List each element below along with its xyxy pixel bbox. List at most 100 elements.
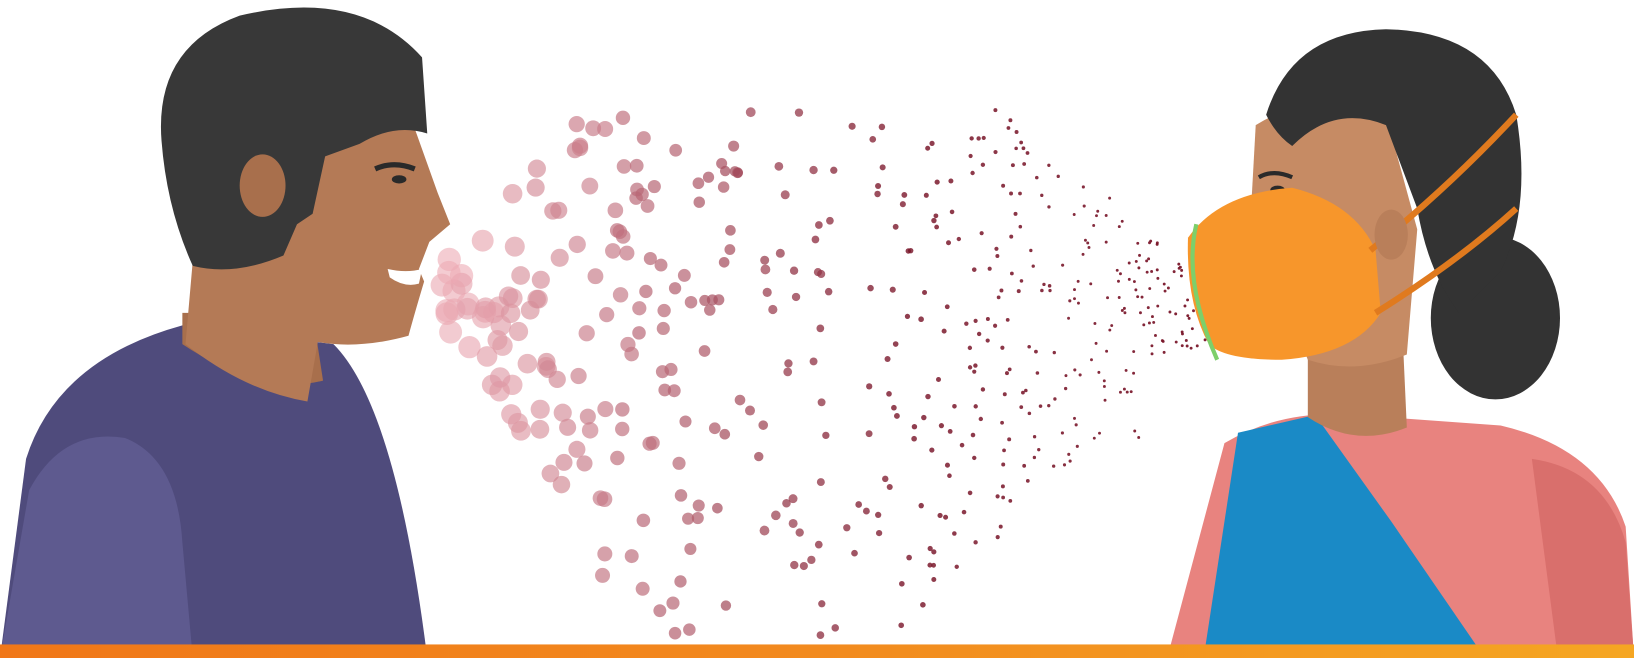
droplet xyxy=(967,345,973,351)
droplet xyxy=(985,317,990,321)
droplet xyxy=(1147,321,1151,325)
droplet xyxy=(921,414,927,421)
man-eyebrow xyxy=(374,162,416,172)
droplet xyxy=(831,624,839,632)
droplet xyxy=(788,518,798,528)
droplet xyxy=(698,345,711,357)
droplet xyxy=(952,403,957,409)
droplet xyxy=(668,626,682,640)
droplet xyxy=(1123,311,1127,315)
droplet xyxy=(568,115,585,133)
droplet xyxy=(552,475,571,494)
droplet xyxy=(1032,435,1037,439)
droplet xyxy=(874,190,881,198)
droplet xyxy=(568,440,586,458)
droplet xyxy=(795,528,804,537)
droplet xyxy=(1001,183,1006,188)
droplet xyxy=(993,149,998,155)
droplet xyxy=(592,490,609,506)
droplet xyxy=(1064,374,1068,378)
droplet xyxy=(809,357,818,366)
droplet xyxy=(526,178,545,197)
droplet xyxy=(1120,308,1124,312)
droplet xyxy=(1186,298,1190,302)
droplet xyxy=(683,623,696,636)
droplet xyxy=(501,404,522,425)
droplet xyxy=(1142,323,1146,327)
droplet xyxy=(1174,340,1178,344)
droplet xyxy=(1018,224,1023,229)
droplet xyxy=(1034,349,1038,354)
droplet xyxy=(892,341,899,347)
droplet xyxy=(471,229,494,252)
droplet xyxy=(934,179,940,185)
droplet xyxy=(783,367,793,377)
droplet xyxy=(595,567,611,583)
droplet xyxy=(581,422,599,439)
droplet xyxy=(848,122,856,130)
droplet xyxy=(817,398,826,407)
droplet xyxy=(1008,498,1013,503)
droplet xyxy=(967,490,973,496)
droplet xyxy=(1000,345,1005,350)
droplet xyxy=(550,248,569,267)
droplet xyxy=(640,199,655,213)
droplet xyxy=(1083,238,1087,242)
droplet xyxy=(1185,344,1189,348)
droplet xyxy=(1008,118,1013,123)
droplet xyxy=(1134,259,1138,263)
droplet xyxy=(539,360,557,379)
droplet xyxy=(654,258,668,272)
droplet xyxy=(1122,387,1126,391)
droplet xyxy=(920,602,926,608)
droplet xyxy=(936,376,942,382)
droplet xyxy=(1000,420,1004,425)
droplet xyxy=(1150,344,1154,348)
droplet xyxy=(669,143,683,157)
droplet xyxy=(855,501,863,508)
droplet xyxy=(1177,262,1181,266)
droplet xyxy=(1120,219,1124,223)
droplet xyxy=(1133,429,1137,433)
droplets xyxy=(430,107,1207,640)
droplet xyxy=(674,575,687,588)
droplet xyxy=(1145,259,1149,263)
droplet xyxy=(1118,272,1122,276)
droplet xyxy=(734,394,746,406)
droplet xyxy=(981,135,986,141)
droplet xyxy=(822,431,830,440)
droplet xyxy=(931,549,937,555)
droplet xyxy=(607,202,624,219)
droplet xyxy=(993,108,998,113)
droplet xyxy=(995,494,1000,499)
droplet xyxy=(1098,431,1101,435)
droplet xyxy=(807,555,816,565)
droplet xyxy=(1081,252,1085,256)
droplet xyxy=(1081,185,1085,189)
droplet xyxy=(716,157,728,170)
droplet xyxy=(973,540,978,545)
droplet xyxy=(666,596,680,610)
droplet xyxy=(931,576,937,582)
droplet xyxy=(1162,350,1166,354)
droplet xyxy=(1029,248,1033,253)
droplet xyxy=(1148,287,1152,290)
droplet xyxy=(1089,282,1093,286)
droplet xyxy=(656,321,670,336)
woman-arm xyxy=(1531,458,1634,658)
droplet xyxy=(1000,484,1005,489)
droplet xyxy=(492,335,513,356)
droplet xyxy=(674,489,688,502)
droplet xyxy=(635,581,650,596)
droplet xyxy=(1137,435,1141,439)
droplet xyxy=(1127,261,1131,265)
droplet xyxy=(889,286,896,293)
droplet xyxy=(570,367,587,385)
droplet xyxy=(578,325,595,342)
droplet xyxy=(684,542,697,555)
droplet xyxy=(1061,263,1065,267)
droplet xyxy=(1076,279,1080,283)
droplet xyxy=(1087,245,1091,249)
droplet xyxy=(973,363,978,368)
